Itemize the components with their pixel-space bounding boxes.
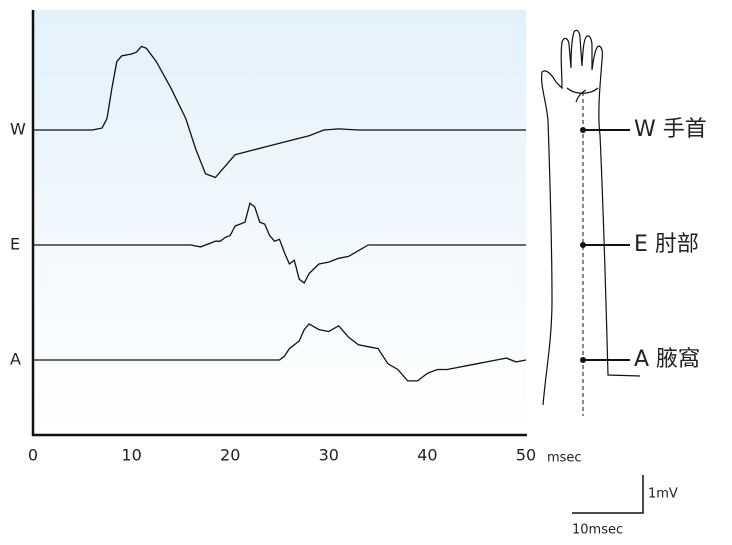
site-dot — [580, 242, 586, 248]
x-tick-label: 50 — [516, 446, 536, 465]
site-label: E 肘部 — [634, 232, 699, 257]
scale-bar — [572, 475, 643, 513]
x-tick-label: 30 — [319, 446, 339, 465]
x-tick-label: 0 — [28, 446, 38, 465]
plot-background — [33, 10, 526, 435]
site-label: W 手首 — [634, 117, 707, 142]
x-unit: msec — [547, 451, 582, 466]
site-dot — [580, 357, 586, 363]
scale-bar-y-label: 1mV — [648, 487, 678, 502]
page: {"chart_data": {"type": "line", "xlim": … — [0, 0, 732, 541]
arm-drawing — [542, 30, 640, 405]
scale-bar-x-label: 10msec — [572, 523, 623, 538]
x-tick-label: 40 — [417, 446, 437, 465]
trace-label: A — [10, 350, 21, 369]
x-tick-label: 10 — [121, 446, 141, 465]
trace-label: W — [10, 120, 26, 139]
trace-label: E — [10, 235, 20, 254]
x-tick-label: 20 — [220, 446, 240, 465]
chart: 1mV 10msec msec 0 10 20 30 40 50 W E A W 手首 E 肘部 A … — [0, 0, 732, 541]
site-label: A 腋窩 — [634, 347, 700, 372]
site-dot — [580, 127, 586, 133]
